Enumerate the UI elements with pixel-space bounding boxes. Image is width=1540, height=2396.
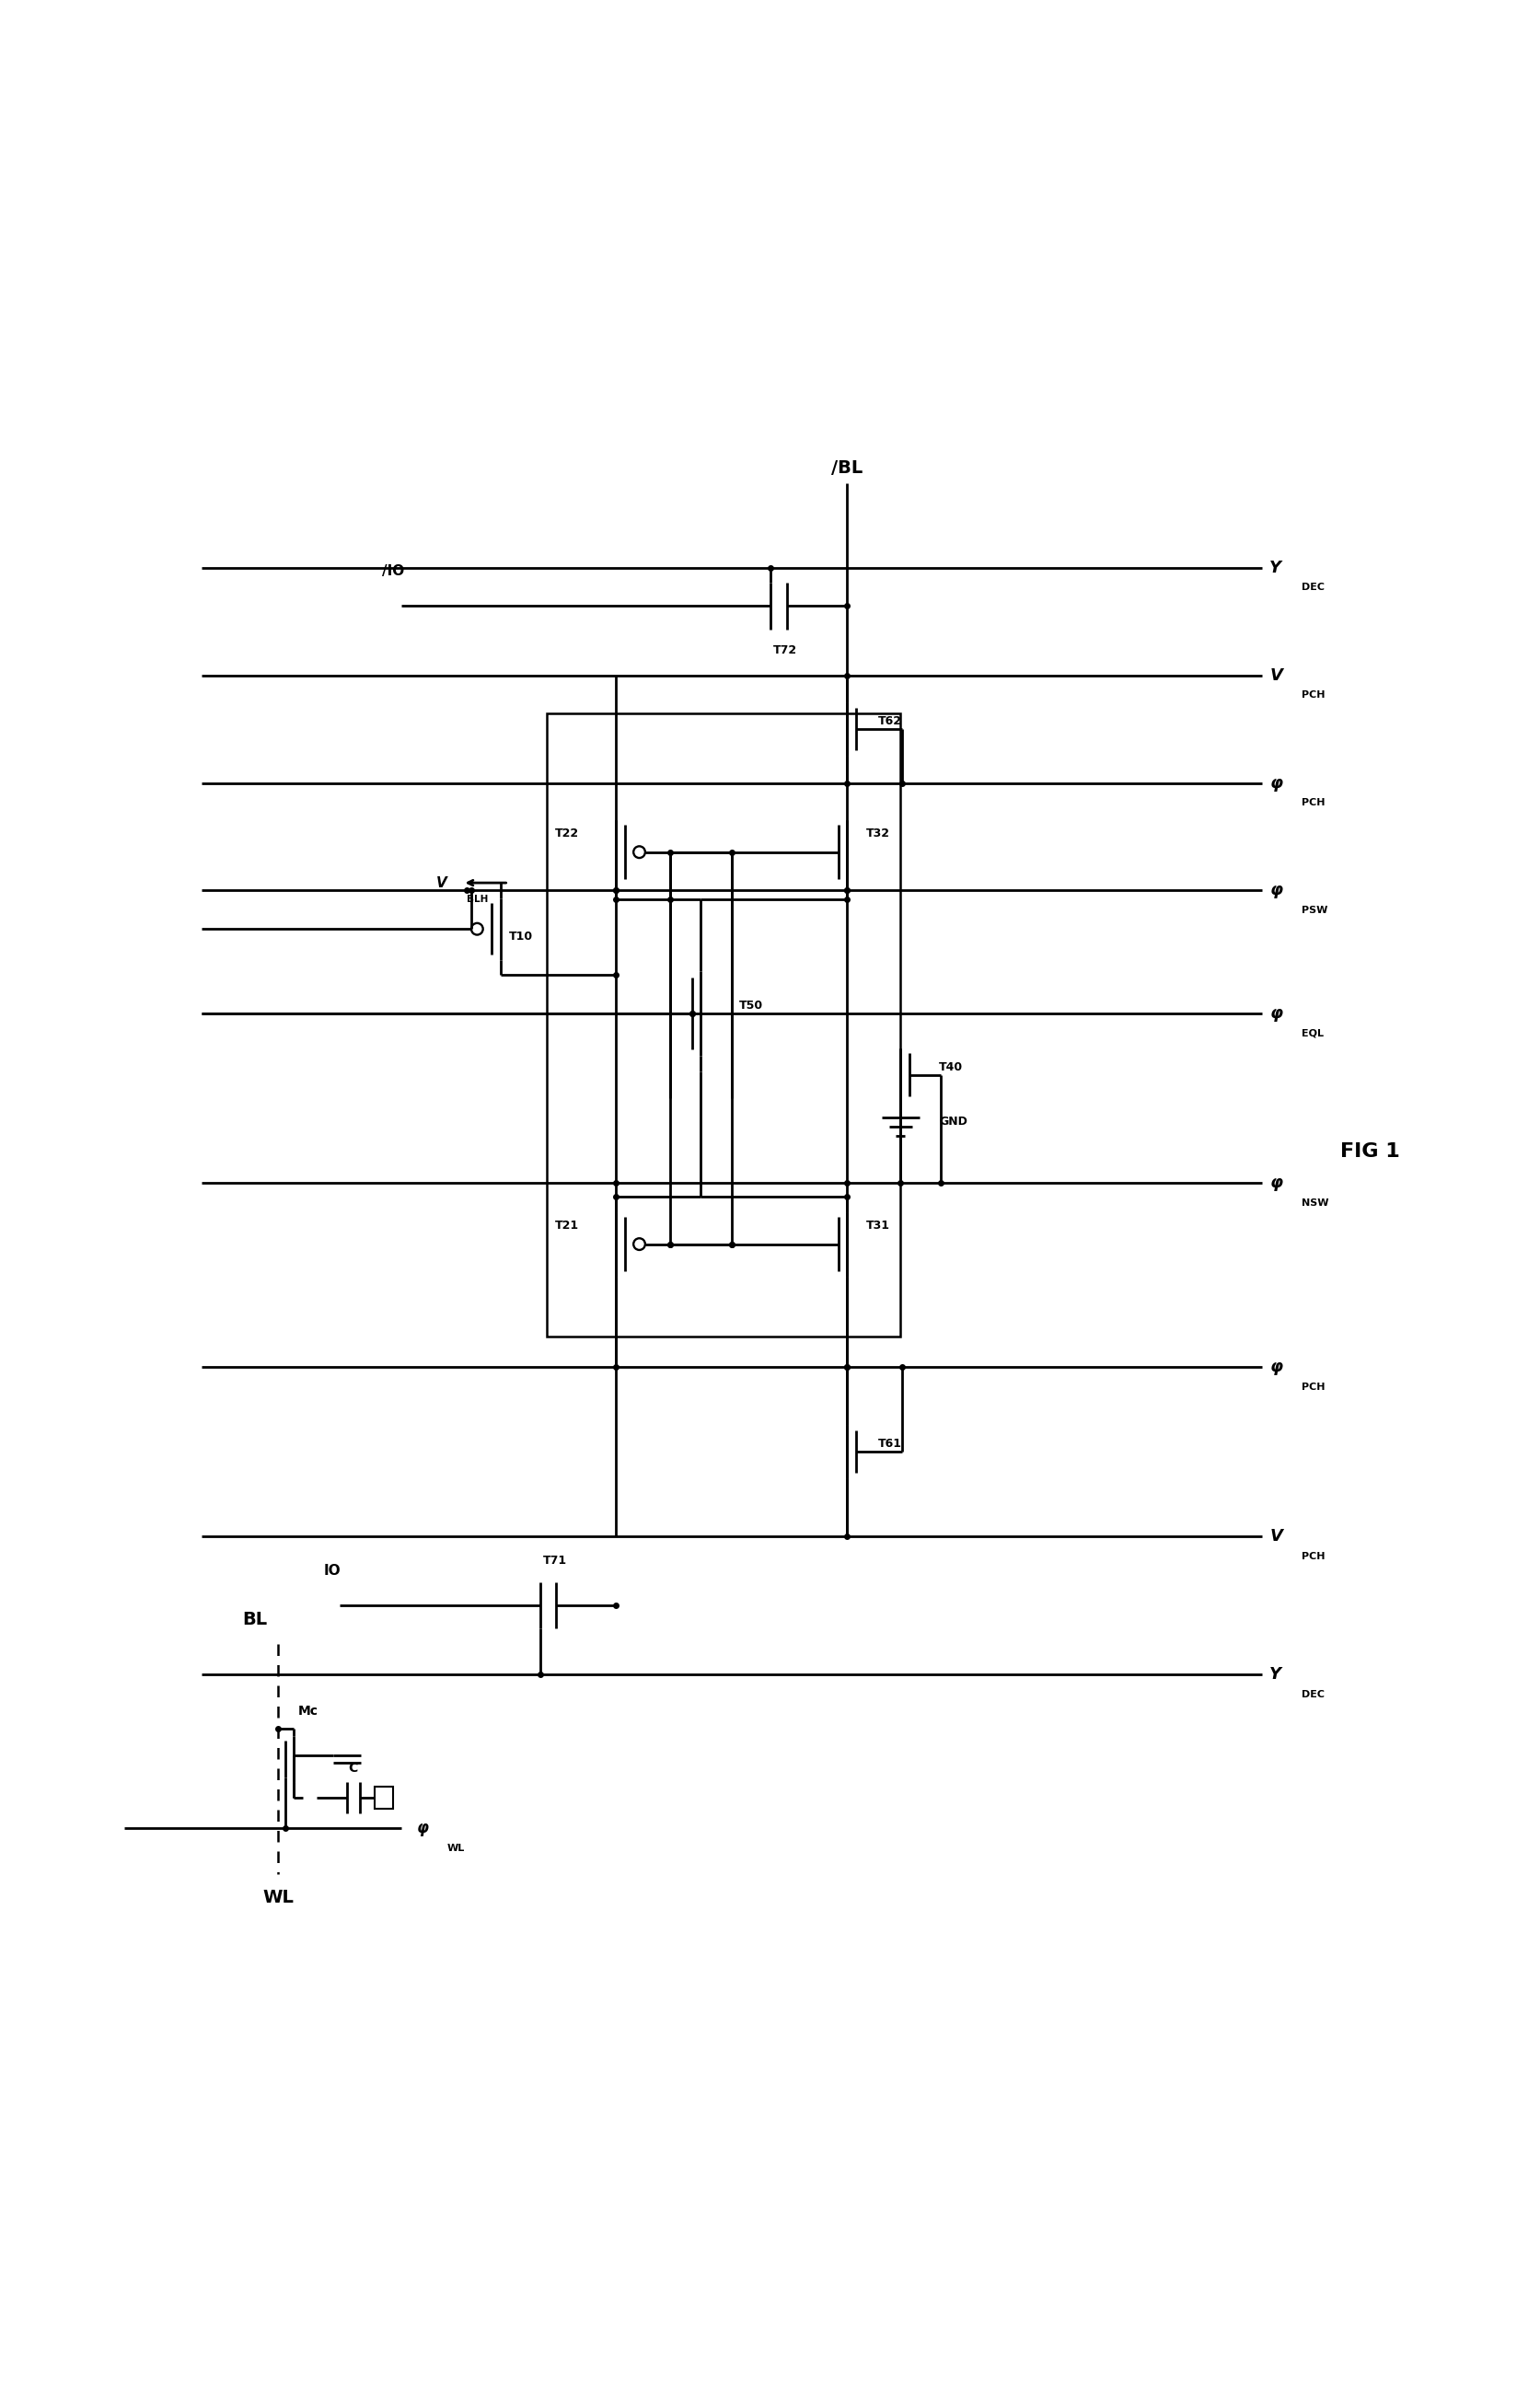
Text: PCH: PCH (1301, 1553, 1326, 1560)
Text: φ: φ (1269, 774, 1283, 791)
Text: φ: φ (416, 1821, 428, 1838)
Text: Mc: Mc (299, 1706, 319, 1718)
Text: T21: T21 (554, 1220, 579, 1232)
Text: V: V (1269, 1529, 1283, 1545)
Text: PCH: PCH (1301, 798, 1326, 807)
Text: WL: WL (447, 1843, 465, 1852)
Text: T22: T22 (554, 829, 579, 839)
Text: DEC: DEC (1301, 1689, 1324, 1699)
Text: C: C (348, 1761, 359, 1775)
Text: T71: T71 (542, 1555, 567, 1567)
Text: φ: φ (1269, 1174, 1283, 1191)
Text: GND: GND (939, 1117, 967, 1129)
Text: V: V (436, 877, 447, 889)
Text: Y: Y (1269, 1665, 1281, 1682)
Text: FIG 1: FIG 1 (1340, 1143, 1400, 1162)
Text: IO: IO (323, 1565, 340, 1577)
Text: T61: T61 (878, 1438, 901, 1450)
Text: BL: BL (242, 1610, 268, 1629)
Text: φ: φ (1269, 1359, 1283, 1375)
Text: NSW: NSW (1301, 1198, 1329, 1208)
Text: PCH: PCH (1301, 1382, 1326, 1392)
Text: T72: T72 (773, 645, 798, 657)
Text: T50: T50 (739, 999, 764, 1011)
Text: T10: T10 (508, 930, 533, 942)
Text: PCH: PCH (1301, 690, 1326, 700)
Text: V: V (1269, 666, 1283, 683)
Text: DEC: DEC (1301, 582, 1324, 592)
Text: T31: T31 (865, 1220, 890, 1232)
Text: T40: T40 (939, 1061, 962, 1073)
Bar (374, 1787, 393, 1809)
Text: /IO: /IO (382, 565, 405, 577)
Text: T32: T32 (865, 829, 890, 839)
Text: WL: WL (262, 1888, 294, 1907)
Text: BLH: BLH (467, 896, 488, 903)
Text: EQL: EQL (1301, 1028, 1324, 1037)
Text: PSW: PSW (1301, 906, 1327, 915)
Text: φ: φ (1269, 882, 1283, 898)
Bar (547, 714, 901, 1337)
Text: /BL: /BL (832, 460, 862, 477)
Text: T62: T62 (878, 716, 901, 728)
Text: φ: φ (1269, 1006, 1283, 1021)
Text: Y: Y (1269, 558, 1281, 575)
